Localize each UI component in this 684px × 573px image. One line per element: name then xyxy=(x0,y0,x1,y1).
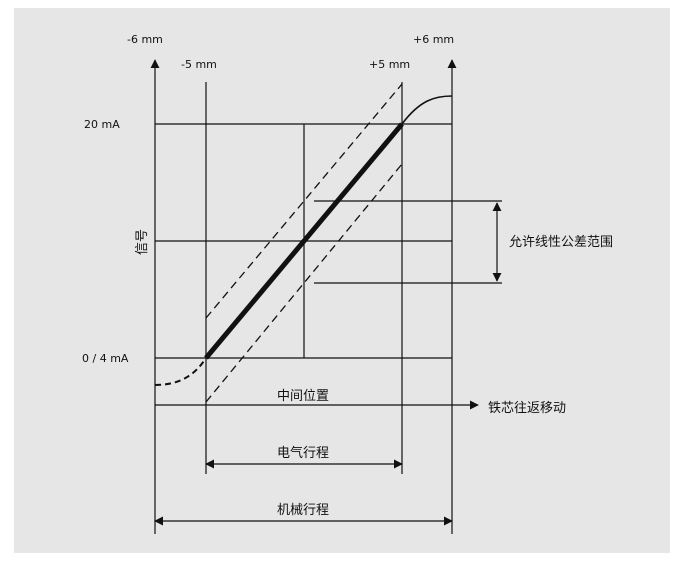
saturation-curve-upper xyxy=(401,95,453,125)
label-tolerance-band: 允许线性公差范围 xyxy=(509,234,613,250)
label-plus5: +5 mm xyxy=(369,58,410,71)
label-mechanical-stroke: 机械行程 xyxy=(277,503,329,518)
characteristic-line xyxy=(204,122,404,360)
label-0-4ma: 0 / 4 mA xyxy=(82,352,129,365)
label-core-motion: 铁芯往返移动 xyxy=(488,401,566,416)
diagram-background xyxy=(14,8,670,553)
label-plus6: +6 mm xyxy=(413,33,454,46)
label-minus6: -6 mm xyxy=(127,33,163,46)
saturation-curve-lower xyxy=(154,357,207,386)
label-middle-position: 中间位置 xyxy=(277,389,329,404)
label-signal-axis: 信号 xyxy=(135,229,150,255)
label-minus5: -5 mm xyxy=(181,58,217,71)
label-electrical-stroke: 电气行程 xyxy=(277,445,329,461)
band-upper-dashed xyxy=(205,83,403,319)
label-20ma: 20 mA xyxy=(84,118,120,131)
